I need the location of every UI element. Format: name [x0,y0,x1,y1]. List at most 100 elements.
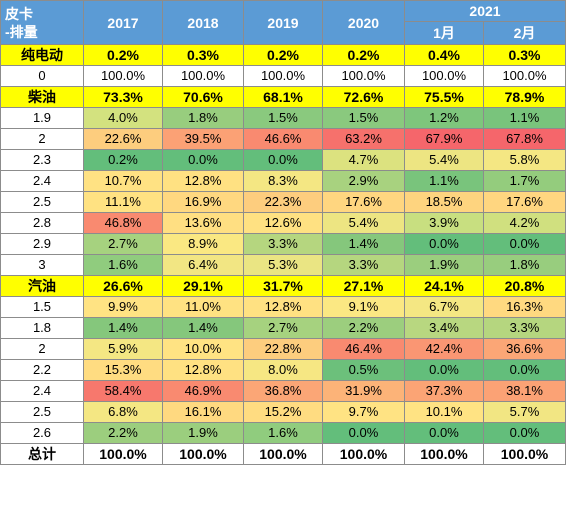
row-label: 2.2 [0,359,84,381]
share-cell: 2.7% [83,233,163,255]
share-cell: 22.6% [83,128,163,150]
month-header-jan: 1月 [404,21,484,45]
row-label: 2.5 [0,191,84,213]
share-cell: 16.9% [162,191,244,213]
share-cell: 100.0% [322,443,405,465]
share-cell: 6.4% [162,254,244,276]
share-cell: 0.2% [322,44,405,66]
table-row: 1.8 1.4% 1.4% 2.7% 2.2% 3.4% 3.3% [0,317,566,339]
share-cell: 100.0% [83,443,163,465]
table-row: 1.9 4.0% 1.8% 1.5% 1.5% 1.2% 1.1% [0,107,566,129]
share-cell: 5.4% [404,149,484,171]
share-cell: 11.1% [83,191,163,213]
table-row: 0 100.0% 100.0% 100.0% 100.0% 100.0% 100.0% [0,65,566,87]
share-cell: 22.8% [243,338,323,360]
share-cell: 16.3% [483,296,566,318]
share-cell: 67.8% [483,128,566,150]
row-label: 2 [0,128,84,150]
share-cell: 67.9% [404,128,484,150]
share-cell: 27.1% [322,275,405,297]
share-cell: 3.3% [243,233,323,255]
share-cell: 1.9% [162,422,244,444]
row-label: 0 [0,65,84,87]
share-cell: 9.9% [83,296,163,318]
share-cell: 1.1% [483,107,566,129]
year-header-2018: 2018 [162,0,244,45]
table-body: 纯电动 0.2% 0.3% 0.2% 0.2% 0.4% 0.3% 0 100.0% 100.0%… [0,44,566,465]
share-cell: 2.7% [243,317,323,339]
row-label: 纯电动 [0,44,84,66]
share-cell: 1.6% [243,422,323,444]
table-row: 1.5 9.9% 11.0% 12.8% 9.1% 6.7% 16.3% [0,296,566,318]
share-cell: 17.6% [322,191,405,213]
share-cell: 0.2% [83,149,163,171]
table-row: 3 1.6% 6.4% 5.3% 3.3% 1.9% 1.8% [0,254,566,276]
share-cell: 24.1% [404,275,484,297]
row-label: 2.4 [0,380,84,402]
share-cell: 1.1% [404,170,484,192]
row-label: 总计 [0,443,84,465]
share-cell: 0.3% [483,44,566,66]
share-cell: 15.3% [83,359,163,381]
share-cell: 0.0% [483,422,566,444]
share-cell: 2.2% [83,422,163,444]
share-cell: 12.8% [162,170,244,192]
table-row: 总计 100.0% 100.0% 100.0% 100.0% 100.0% 100.0% [0,443,566,465]
table-row: 2.3 0.2% 0.0% 0.0% 4.7% 5.4% 5.8% [0,149,566,171]
share-cell: 6.8% [83,401,163,423]
row-label: 3 [0,254,84,276]
row-label: 2.9 [0,233,84,255]
share-cell: 100.0% [83,65,163,87]
share-cell: 8.0% [243,359,323,381]
share-cell: 100.0% [322,65,405,87]
share-cell: 8.9% [162,233,244,255]
share-cell: 3.3% [483,317,566,339]
share-cell: 39.5% [162,128,244,150]
share-cell: 0.0% [404,422,484,444]
table-row: 2.2 15.3% 12.8% 8.0% 0.5% 0.0% 0.0% [0,359,566,381]
share-cell: 75.5% [404,86,484,108]
table-row: 2.4 10.7% 12.8% 8.3% 2.9% 1.1% 1.7% [0,170,566,192]
share-cell: 72.6% [322,86,405,108]
table-row: 2.6 2.2% 1.9% 1.6% 0.0% 0.0% 0.0% [0,422,566,444]
share-cell: 0.0% [243,149,323,171]
share-cell: 0.2% [83,44,163,66]
row-label: 1.8 [0,317,84,339]
table-row: 2.5 11.1% 16.9% 22.3% 17.6% 18.5% 17.6% [0,191,566,213]
share-cell: 8.3% [243,170,323,192]
row-label: 汽油 [0,275,84,297]
share-cell: 1.9% [404,254,484,276]
share-cell: 22.3% [243,191,323,213]
share-cell: 3.3% [322,254,405,276]
table-row: 2.4 58.4% 46.9% 36.8% 31.9% 37.3% 38.1% [0,380,566,402]
share-cell: 1.7% [483,170,566,192]
share-cell: 12.8% [162,359,244,381]
share-cell: 18.5% [404,191,484,213]
table-row: 2.9 2.7% 8.9% 3.3% 1.4% 0.0% 0.0% [0,233,566,255]
row-label: 2.4 [0,170,84,192]
share-cell: 5.7% [483,401,566,423]
share-cell: 1.5% [322,107,405,129]
share-cell: 58.4% [83,380,163,402]
row-label: 1.5 [0,296,84,318]
share-cell: 0.5% [322,359,405,381]
share-cell: 36.8% [243,380,323,402]
share-cell: 20.8% [483,275,566,297]
share-cell: 2.9% [322,170,405,192]
share-cell: 0.0% [404,233,484,255]
share-cell: 29.1% [162,275,244,297]
share-cell: 36.6% [483,338,566,360]
share-cell: 5.9% [83,338,163,360]
share-cell: 12.6% [243,212,323,234]
share-cell: 5.8% [483,149,566,171]
share-cell: 31.9% [322,380,405,402]
year-header-2019: 2019 [243,0,323,45]
share-cell: 1.5% [243,107,323,129]
share-cell: 10.7% [83,170,163,192]
row-label: 柴油 [0,86,84,108]
share-cell: 100.0% [404,443,484,465]
share-cell: 12.8% [243,296,323,318]
share-cell: 100.0% [243,65,323,87]
share-cell: 4.7% [322,149,405,171]
table-row: 2.5 6.8% 16.1% 15.2% 9.7% 10.1% 5.7% [0,401,566,423]
